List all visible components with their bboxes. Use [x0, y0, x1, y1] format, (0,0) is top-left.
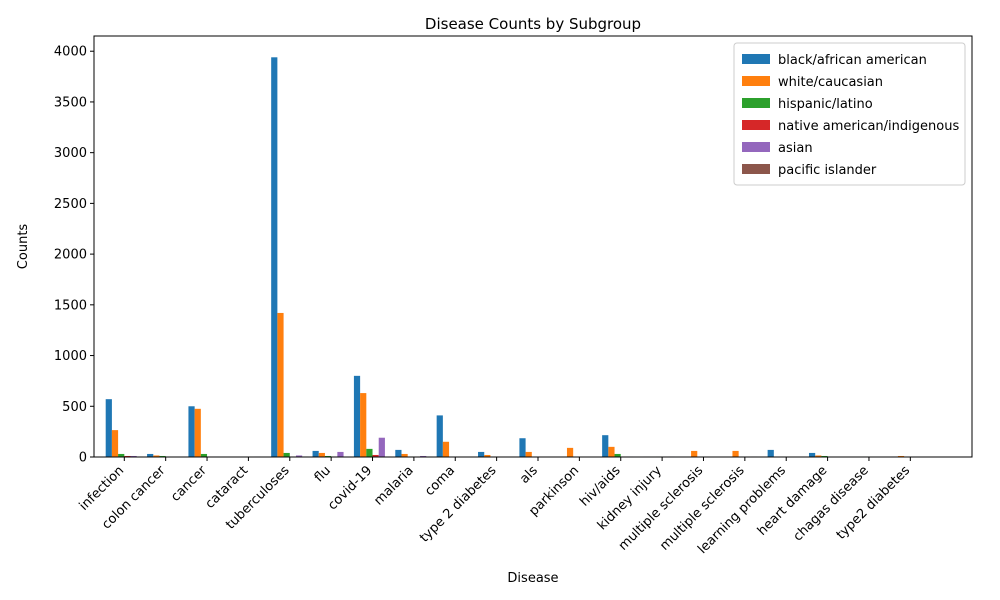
bar-white-caucasian-2 — [194, 408, 201, 457]
bar-asian-6 — [378, 437, 385, 457]
bar-asian-5 — [337, 451, 344, 457]
y-tick-label: 2000 — [54, 248, 87, 263]
bar-white-caucasian-1 — [153, 455, 160, 457]
legend-label: hispanic/latino — [778, 97, 873, 112]
bar-hispanic-latino-12 — [614, 453, 621, 457]
bar-white-caucasian-19 — [897, 455, 905, 457]
bar-black-african-american-10 — [519, 438, 526, 457]
legend-label: black/african american — [778, 53, 927, 68]
bar-black-african-american-1 — [147, 453, 154, 457]
bar-black-african-american-12 — [602, 435, 609, 457]
y-tick-label: 1000 — [54, 349, 87, 364]
bar-hispanic-latino-0 — [118, 453, 125, 457]
bar-white-caucasian-11 — [566, 447, 574, 457]
bar-black-african-american-4 — [271, 57, 278, 457]
bar-white-caucasian-7 — [401, 453, 408, 457]
legend-frame — [733, 42, 966, 186]
bar-black-african-american-9 — [478, 451, 485, 457]
legend-swatch — [742, 164, 770, 174]
legend-swatch — [742, 76, 770, 86]
bar-white-caucasian-6 — [360, 393, 367, 457]
bar-white-caucasian-10 — [525, 451, 532, 457]
legend: black/african american white/caucasian his… — [733, 42, 966, 186]
legend-swatch — [742, 98, 770, 108]
bar-asian-7 — [420, 455, 427, 457]
y-tick-label: 3000 — [54, 146, 87, 161]
y-tick-label: 500 — [62, 400, 87, 415]
bar-black-african-american-5 — [312, 450, 319, 457]
bar-black-african-american-0 — [105, 399, 112, 457]
bar-black-african-american-2 — [188, 406, 195, 457]
bar-white-caucasian-8 — [442, 441, 450, 457]
plot-frame — [93, 35, 973, 458]
y-tick-label: 2500 — [54, 197, 87, 212]
bar-black-african-american-8 — [436, 415, 443, 457]
legend-label: native american/indigenous — [778, 119, 959, 134]
legend-swatch — [742, 142, 770, 152]
legend-swatch — [742, 54, 770, 64]
bar-native-american-indigenous-6 — [372, 454, 379, 457]
bar-hispanic-latino-5 — [324, 455, 332, 457]
bar-white-caucasian-0 — [111, 430, 119, 457]
bar-white-caucasian-15 — [732, 450, 739, 457]
y-tick-label: 0 — [79, 451, 87, 466]
y-tick-label: 3500 — [54, 95, 87, 110]
bar-asian-4 — [295, 455, 303, 457]
bar-white-caucasian-14 — [691, 450, 698, 457]
y-axis-label: Counts — [16, 224, 31, 270]
y-tick-label: 4000 — [54, 45, 87, 60]
x-axis-label: Disease — [507, 571, 558, 586]
bar-white-caucasian-5 — [318, 452, 325, 457]
bar-white-caucasian-12 — [608, 446, 615, 457]
bar-hispanic-latino-6 — [366, 448, 373, 457]
bar-native-american-indigenous-0 — [124, 455, 131, 457]
bar-asian-0 — [130, 455, 137, 457]
legend-label: white/caucasian — [778, 75, 883, 90]
bar-hispanic-latino-4 — [283, 452, 290, 457]
legend-swatch — [742, 120, 770, 130]
legend-label: pacific islander — [778, 163, 877, 178]
bar-black-african-american-6 — [353, 375, 361, 457]
bar-hispanic-latino-2 — [200, 453, 208, 457]
y-axis: 0 500 1000 1500 2000 2500 3000 3500 4000 — [54, 45, 94, 466]
chart-title: Disease Counts by Subgroup — [425, 15, 641, 33]
bar-black-african-american-16 — [767, 449, 774, 457]
bar-white-caucasian-17 — [815, 455, 822, 457]
y-tick-label: 1500 — [54, 298, 87, 313]
bar-hispanic-latino-17 — [821, 455, 828, 457]
bar-black-african-american-7 — [395, 449, 402, 457]
legend-label: asian — [778, 141, 813, 156]
bar-black-african-american-17 — [808, 452, 816, 457]
bar-hispanic-latino-1 — [159, 455, 166, 457]
bar-white-caucasian-9 — [484, 454, 491, 457]
bar-white-caucasian-4 — [277, 312, 284, 457]
